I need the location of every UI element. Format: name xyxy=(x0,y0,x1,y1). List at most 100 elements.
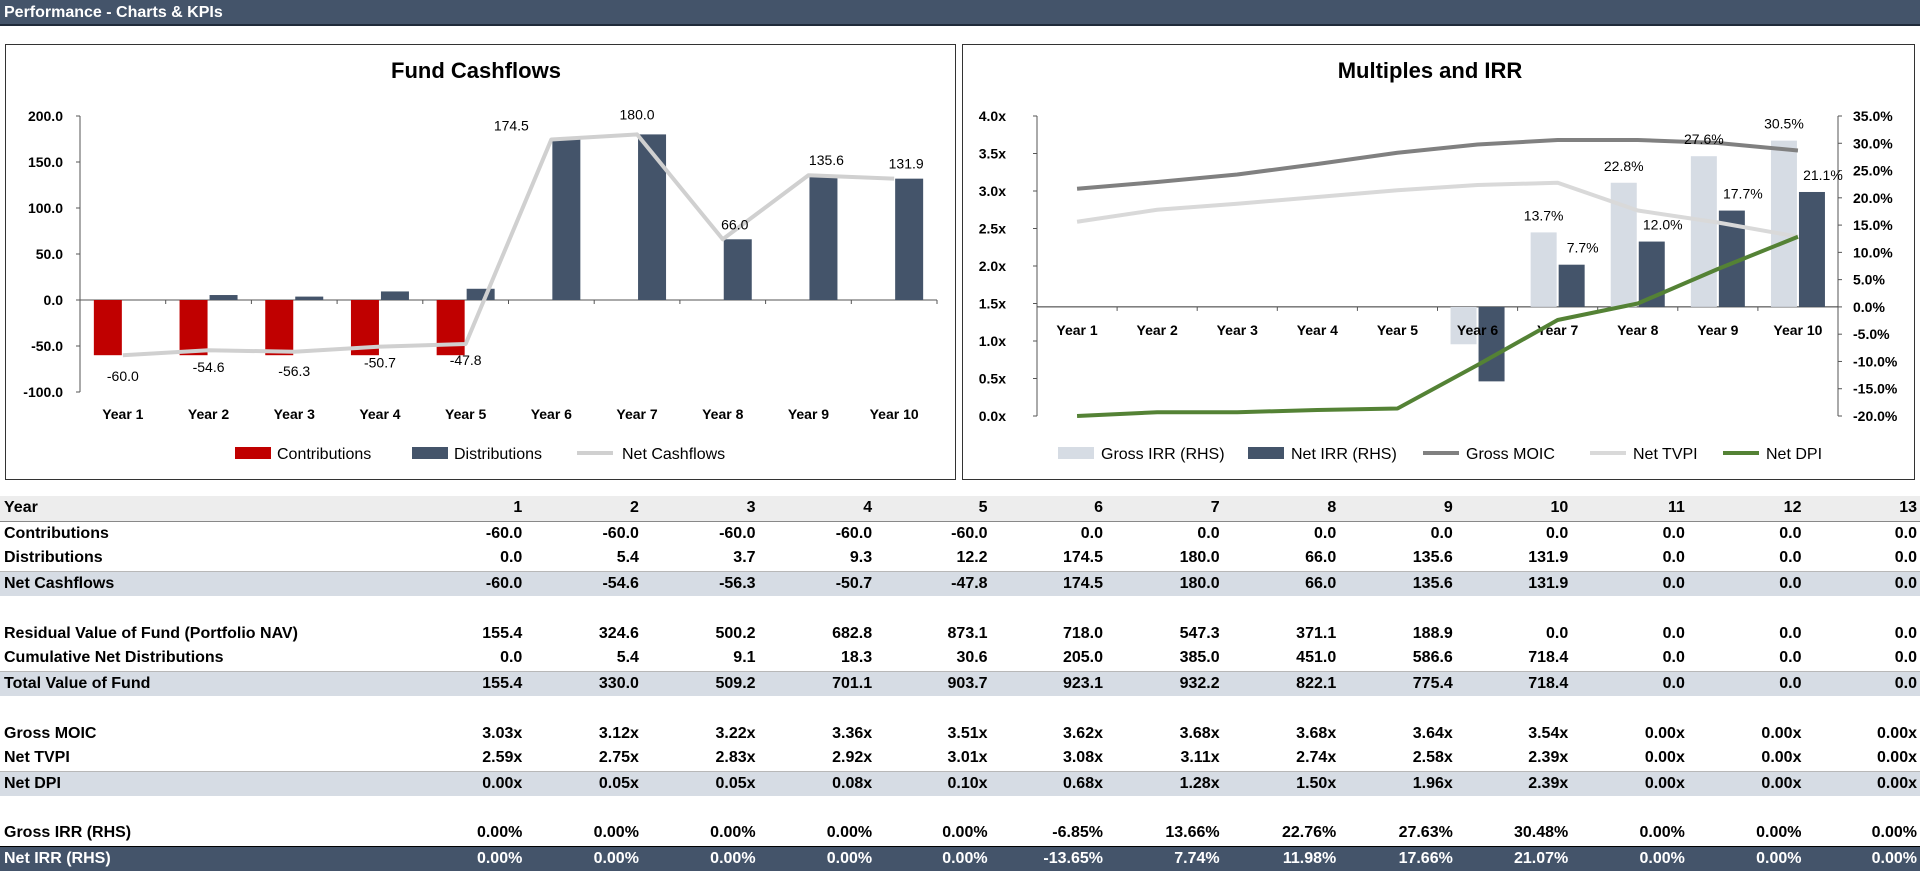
value-cell[interactable]: 2.58x xyxy=(1412,749,1453,767)
header-year-cell[interactable]: 8 xyxy=(1222,496,1340,521)
value-cell[interactable]: 0.00% xyxy=(1871,824,1917,842)
value-cell[interactable]: 0.0 xyxy=(1779,624,1802,642)
value-cell[interactable]: 0.00% xyxy=(593,824,639,842)
value-cell[interactable]: 330.0 xyxy=(525,670,642,696)
value-cell[interactable]: 5.4 xyxy=(616,649,639,667)
value-cell[interactable]: 21.07% xyxy=(1455,845,1572,871)
value-cell[interactable]: 174.5 xyxy=(1062,549,1103,567)
value-cell[interactable]: 3.22x xyxy=(715,724,756,742)
value-cell[interactable]: 718.4 xyxy=(1455,670,1572,696)
value-cell[interactable]: 3.62x xyxy=(1062,724,1103,742)
value-cell[interactable]: 18.3 xyxy=(841,649,873,667)
value-cell[interactable]: 1.96x xyxy=(1339,770,1456,796)
value-cell[interactable]: 66.0 xyxy=(1305,549,1337,567)
value-cell[interactable]: 0.0 xyxy=(1222,520,1340,546)
value-cell[interactable]: 0.00x xyxy=(1761,724,1802,742)
value-cell[interactable]: 2.75x xyxy=(598,749,639,767)
value-cell[interactable]: 9.1 xyxy=(733,649,756,667)
value-cell[interactable]: 180.0 xyxy=(1106,570,1223,596)
value-cell[interactable]: -6.85% xyxy=(1052,824,1103,842)
value-cell[interactable]: 0.0 xyxy=(1687,670,1805,696)
value-cell[interactable]: 11.98% xyxy=(1222,845,1340,871)
value-cell[interactable]: 3.08x xyxy=(1062,749,1103,767)
value-cell[interactable]: 0.0 xyxy=(1571,520,1688,546)
value-cell[interactable]: 0.00x xyxy=(1804,770,1920,796)
value-cell[interactable]: 701.1 xyxy=(758,670,876,696)
value-cell[interactable]: 30.6 xyxy=(956,649,988,667)
header-year-cell[interactable]: 1 xyxy=(409,496,526,521)
value-cell[interactable]: 13.66% xyxy=(1165,824,1220,842)
value-cell[interactable]: 0.0 xyxy=(990,520,1106,546)
value-cell[interactable]: 0.08x xyxy=(758,770,876,796)
value-cell[interactable]: 2.39x xyxy=(1528,749,1569,767)
value-cell[interactable]: 324.6 xyxy=(598,624,639,642)
value-cell[interactable]: 0.0 xyxy=(1546,624,1569,642)
value-cell[interactable]: 2.39x xyxy=(1455,770,1572,796)
value-cell[interactable]: 0.00% xyxy=(875,845,991,871)
value-cell[interactable]: 3.64x xyxy=(1412,724,1453,742)
value-cell[interactable]: 0.0 xyxy=(1571,570,1688,596)
value-cell[interactable]: 0.00% xyxy=(1804,845,1920,871)
value-cell[interactable]: 0.00% xyxy=(476,824,523,842)
value-cell[interactable]: 3.11x xyxy=(1180,749,1220,767)
value-cell[interactable]: 0.00% xyxy=(1687,845,1805,871)
value-cell[interactable]: 0.0 xyxy=(1106,520,1223,546)
value-cell[interactable]: -60.0 xyxy=(409,520,526,546)
value-cell[interactable]: 775.4 xyxy=(1339,670,1456,696)
value-cell[interactable]: 131.9 xyxy=(1528,549,1569,567)
value-cell[interactable]: -13.65% xyxy=(990,845,1106,871)
value-cell[interactable]: 0.00% xyxy=(409,845,526,871)
value-cell[interactable]: -56.3 xyxy=(641,570,759,596)
header-year-cell[interactable]: 13 xyxy=(1804,496,1920,521)
value-cell[interactable]: 180.0 xyxy=(1179,549,1220,567)
value-cell[interactable]: 0.00% xyxy=(1571,845,1688,871)
row-label-cell[interactable]: Distributions xyxy=(4,549,103,567)
header-year-cell[interactable]: 7 xyxy=(1106,496,1223,521)
header-year-cell[interactable]: 5 xyxy=(875,496,991,521)
value-cell[interactable]: 0.05x xyxy=(525,770,642,796)
value-cell[interactable]: 155.4 xyxy=(482,624,523,642)
row-label-cell[interactable]: Residual Value of Fund (Portfolio NAV) xyxy=(4,624,298,642)
value-cell[interactable]: 0.00% xyxy=(525,845,642,871)
value-cell[interactable]: 155.4 xyxy=(409,670,526,696)
header-year-cell[interactable]: 6 xyxy=(990,496,1106,521)
value-cell[interactable]: 0.00x xyxy=(1761,749,1802,767)
value-cell[interactable]: 12.2 xyxy=(956,549,988,567)
value-cell[interactable]: 1.28x xyxy=(1106,770,1223,796)
value-cell[interactable]: 0.0 xyxy=(1804,520,1920,546)
value-cell[interactable]: 385.0 xyxy=(1179,649,1220,667)
value-cell[interactable]: 0.00% xyxy=(641,845,759,871)
value-cell[interactable]: 205.0 xyxy=(1062,649,1103,667)
value-cell[interactable]: 3.12x xyxy=(598,724,639,742)
value-cell[interactable]: 0.00% xyxy=(942,824,988,842)
value-cell[interactable]: 923.1 xyxy=(990,670,1106,696)
row-label-cell[interactable]: Net IRR (RHS) xyxy=(0,845,410,871)
value-cell[interactable]: 0.00x xyxy=(1571,770,1688,796)
header-year-cell[interactable]: 10 xyxy=(1455,496,1572,521)
value-cell[interactable]: 0.0 xyxy=(500,549,523,567)
value-cell[interactable]: 0.00x xyxy=(1644,749,1685,767)
value-cell[interactable]: 0.00x xyxy=(1876,724,1917,742)
value-cell[interactable]: -60.0 xyxy=(525,520,642,546)
row-label-cell[interactable]: Net TVPI xyxy=(4,749,70,767)
value-cell[interactable]: 903.7 xyxy=(875,670,991,696)
value-cell[interactable]: -60.0 xyxy=(758,520,876,546)
value-cell[interactable]: 451.0 xyxy=(1296,649,1337,667)
value-cell[interactable]: 135.6 xyxy=(1339,570,1456,596)
value-cell[interactable]: 3.01x xyxy=(947,749,988,767)
row-label-cell[interactable]: Gross IRR (RHS) xyxy=(4,824,132,842)
value-cell[interactable]: 0.0 xyxy=(1894,624,1917,642)
value-cell[interactable]: 0.0 xyxy=(1804,670,1920,696)
value-cell[interactable]: 0.0 xyxy=(1804,570,1920,596)
value-cell[interactable]: 0.0 xyxy=(1687,520,1805,546)
value-cell[interactable]: 0.00% xyxy=(758,845,876,871)
value-cell[interactable]: 3.54x xyxy=(1528,724,1569,742)
value-cell[interactable]: 2.92x xyxy=(832,749,873,767)
value-cell[interactable]: 174.5 xyxy=(990,570,1106,596)
value-cell[interactable]: 131.9 xyxy=(1455,570,1572,596)
value-cell[interactable]: 371.1 xyxy=(1296,624,1337,642)
value-cell[interactable]: 27.63% xyxy=(1398,824,1453,842)
value-cell[interactable]: 0.00x xyxy=(1644,724,1685,742)
value-cell[interactable]: 509.2 xyxy=(641,670,759,696)
value-cell[interactable]: 0.0 xyxy=(1662,624,1685,642)
